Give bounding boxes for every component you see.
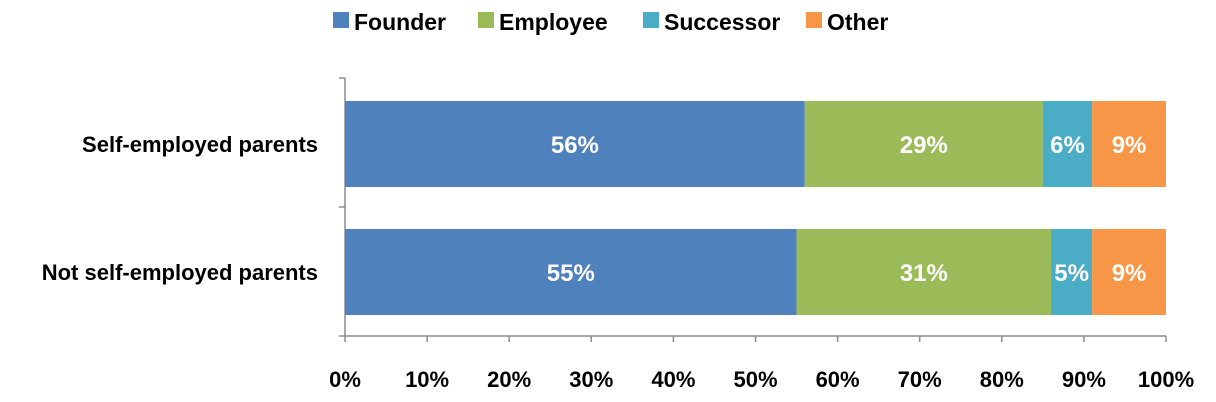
x-tick-labels: 0% 10% 20% 30% 40% 50% 60% 70% 80% 90% 100% bbox=[329, 367, 1194, 392]
bar-segment-founder bbox=[345, 101, 805, 187]
x-tick-label: 100% bbox=[1138, 367, 1194, 392]
legend-item-other: Other bbox=[806, 9, 888, 35]
bar-group-self-employed-parents: 56% 29% 6% 9% bbox=[345, 101, 1166, 187]
legend-swatch-successor bbox=[643, 12, 659, 28]
legend-label-founder: Founder bbox=[354, 9, 446, 35]
bar-segment-founder bbox=[345, 229, 797, 315]
legend-item-successor: Successor bbox=[643, 9, 780, 35]
legend-item-employee: Employee bbox=[478, 9, 608, 35]
x-tick-label: 10% bbox=[405, 367, 449, 392]
data-label-other: 9% bbox=[1112, 260, 1147, 287]
data-label-founder: 56% bbox=[551, 132, 599, 159]
x-tick-label: 40% bbox=[651, 367, 695, 392]
data-label-employee: 31% bbox=[900, 260, 948, 287]
bar-segment-other bbox=[1092, 229, 1166, 315]
x-tick-label: 0% bbox=[329, 367, 361, 392]
bar-group-not-self-employed-parents: 55% 31% 5% 9% bbox=[345, 229, 1166, 315]
data-label-successor: 6% bbox=[1050, 132, 1085, 159]
x-tick-label: 80% bbox=[980, 367, 1024, 392]
legend-swatch-founder bbox=[333, 12, 349, 28]
category-label-not-self-employed-parents: Not self-employed parents bbox=[42, 260, 318, 285]
bar-segment-successor bbox=[1042, 101, 1093, 187]
data-label-other: 9% bbox=[1112, 132, 1147, 159]
x-tick-label: 70% bbox=[898, 367, 942, 392]
x-tick-label: 90% bbox=[1062, 367, 1106, 392]
x-tick-label: 30% bbox=[569, 367, 613, 392]
legend-label-successor: Successor bbox=[664, 9, 780, 35]
x-tick-label: 50% bbox=[733, 367, 777, 392]
bars: 56% 29% 6% 9% 55% 31% 5% 9% bbox=[345, 101, 1166, 315]
bar-segment-other bbox=[1092, 101, 1166, 187]
legend-swatch-other bbox=[806, 12, 822, 28]
x-tick-label: 20% bbox=[487, 367, 531, 392]
data-label-founder: 55% bbox=[547, 260, 595, 287]
bar-segment-successor bbox=[1051, 229, 1093, 315]
legend-item-founder: Founder bbox=[333, 9, 446, 35]
category-labels: Self-employed parents Not self-employed p… bbox=[42, 132, 318, 285]
legend-swatch-employee bbox=[478, 12, 494, 28]
legend: Founder Employee Successor Other bbox=[333, 9, 888, 35]
data-label-successor: 5% bbox=[1054, 260, 1089, 287]
category-label-self-employed-parents: Self-employed parents bbox=[82, 132, 318, 157]
legend-label-employee: Employee bbox=[499, 9, 608, 35]
data-label-employee: 29% bbox=[900, 132, 948, 159]
x-tick-label: 60% bbox=[816, 367, 860, 392]
legend-label-other: Other bbox=[827, 9, 888, 35]
bar-segment-employee bbox=[804, 101, 1043, 187]
bar-segment-employee bbox=[796, 229, 1052, 315]
